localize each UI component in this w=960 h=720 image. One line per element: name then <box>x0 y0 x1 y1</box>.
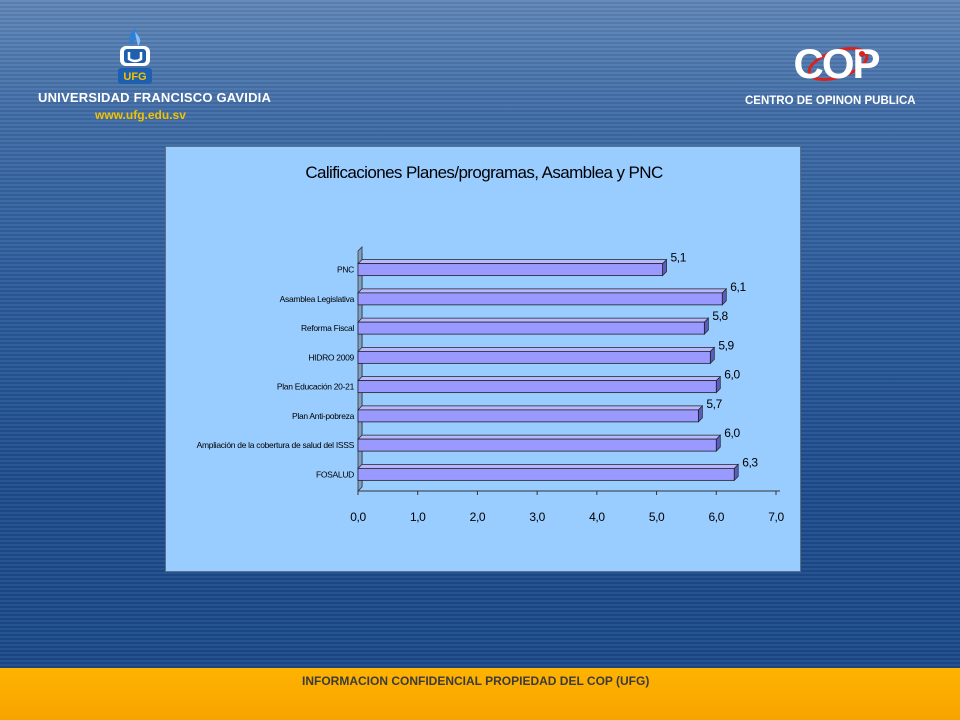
category-label: FOSALUD <box>316 469 354 479</box>
footer-notice: INFORMACION CONFIDENCIAL PROPIEDAD DEL C… <box>302 674 650 688</box>
x-tick-label: 3,0 <box>529 510 545 524</box>
chart-title: Calificaciones Planes/programas, Asamble… <box>305 163 663 182</box>
bar-top <box>357 434 722 440</box>
category-label: Reforma Fiscal <box>301 323 354 333</box>
bar <box>357 321 705 335</box>
bar <box>357 263 663 277</box>
footer-bar: INFORMACION CONFIDENCIAL PROPIEDAD DEL C… <box>0 668 960 720</box>
x-tick-label: 1,0 <box>410 510 426 524</box>
x-tick-label: 5,0 <box>649 510 665 524</box>
x-tick-label: 0,0 <box>350 510 366 524</box>
category-label: HIDRO 2009 <box>308 352 354 362</box>
value-label: 6,0 <box>724 368 740 382</box>
ufg-emblem-label: UFG <box>123 71 146 83</box>
x-tick-label: 6,0 <box>709 510 725 524</box>
category-label: Asamblea Legislativa <box>280 294 355 304</box>
bar-top <box>357 317 710 323</box>
category-label: Plan Educación 20-21 <box>277 382 355 392</box>
axis-wall <box>357 246 363 492</box>
bar <box>357 292 723 306</box>
cop-logo-text: COP <box>793 40 879 87</box>
chart-panel: Calificaciones Planes/programas, Asamble… <box>165 146 801 572</box>
bar <box>357 438 717 452</box>
bar-top <box>357 347 716 352</box>
ufg-emblem-icon: UFG <box>118 28 152 84</box>
value-label: 5,8 <box>712 309 728 323</box>
value-label: 6,0 <box>724 426 740 440</box>
bar <box>357 467 735 481</box>
value-label: 5,7 <box>706 397 722 411</box>
bar <box>357 380 717 394</box>
bar <box>357 409 699 423</box>
cop-logo: COP CENTRO DE OPINON PUBLICA <box>740 40 930 112</box>
x-tick-label: 7,0 <box>768 510 784 524</box>
bar-top <box>357 288 728 294</box>
bar-top <box>357 259 668 264</box>
value-label: 6,3 <box>742 455 758 469</box>
value-label: 5,1 <box>671 251 687 265</box>
bar-top <box>357 405 704 411</box>
category-label: Plan Anti-pobreza <box>292 411 355 421</box>
bar-chart: PNC 5,1 Asamblea Legislativa 6,1 Reforma Fis… <box>197 246 785 524</box>
cop-logo-icon: COP <box>793 40 881 87</box>
value-label: 5,9 <box>718 338 734 352</box>
bar-top <box>357 464 740 469</box>
university-url: www.ufg.edu.sv <box>95 108 186 122</box>
university-name: UNIVERSIDAD FRANCISCO GAVIDIA <box>38 90 272 105</box>
category-label: PNC <box>337 265 354 275</box>
x-tick-label: 4,0 <box>589 510 605 524</box>
ufg-logo: UFG UNIVERSIDAD FRANCISCO GAVIDIA www.uf… <box>38 26 272 126</box>
cop-name: CENTRO DE OPINON PUBLICA <box>745 95 916 107</box>
bar <box>357 350 711 364</box>
value-label: 6,1 <box>730 280 746 294</box>
bar-top <box>357 376 722 381</box>
category-label: Ampliación de la cobertura de salud del … <box>197 440 355 450</box>
x-tick-label: 2,0 <box>470 510 486 524</box>
